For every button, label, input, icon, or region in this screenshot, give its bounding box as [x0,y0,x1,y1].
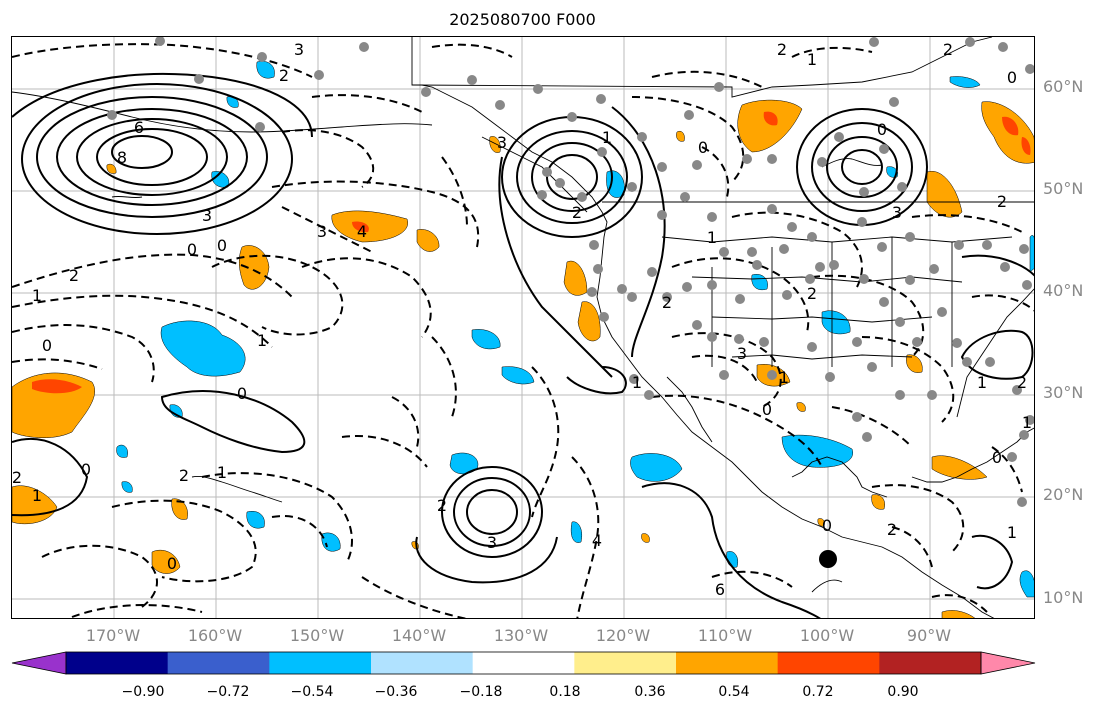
contour-label: 0 [762,400,772,419]
contour-label: 0 [187,240,197,259]
colorbar-extend-min [11,651,67,675]
colorbar-tick: −0.18 [459,684,503,700]
contour-label: 0 [822,516,832,535]
lon-label-120w: 120°W [595,626,651,645]
colorbar-tick: 0.90 [887,684,919,700]
colorbar-tick: −0.90 [121,684,165,700]
lon-label-150w: 150°W [289,626,345,645]
strong-positive-shading [32,111,1031,394]
contour-label: 3 [317,222,327,241]
negative-shading [116,61,1034,598]
contour-label: 3 [737,344,747,363]
contour-label: 0 [1007,68,1017,87]
coastlines-and-borders [12,37,1034,618]
colorbar-tick: −0.36 [374,684,418,700]
contour-label: 0 [698,138,708,157]
contour-label: 0 [992,448,1002,467]
contour-label: 2 [1017,373,1027,392]
colorbar-segment [676,652,779,674]
station-markers [107,37,1034,507]
colorbar-segment [777,652,880,674]
highlighted-station-marker [819,550,837,568]
contour-label: 1 [217,463,227,482]
dashed-contours [12,43,1034,618]
colorbar-extend-max [980,651,1036,675]
contour-label: 1 [602,128,612,147]
contour-label: 2 [572,203,582,222]
contour-label: 4 [357,222,367,241]
contour-label: 1 [1007,523,1017,542]
lat-label-30n: 30°N [1043,383,1084,402]
colorbar-tick: 0.36 [634,684,666,700]
contour-label: 0 [42,336,52,355]
lat-label-10n: 10°N [1043,588,1084,607]
colorbar-segment [574,652,677,674]
contour-label: 2 [437,496,447,515]
colorbar-tick: 0.18 [549,684,581,700]
contour-label: 0 [167,554,177,573]
contour-label: 0 [877,120,887,139]
contour-label: 6 [715,580,725,599]
colorbar-segment [66,652,169,674]
contour-label: 1 [632,373,642,392]
contour-label: 2 [887,520,897,539]
contour-label: 0 [81,460,91,479]
positive-shading [12,99,1034,618]
contour-label: 1 [807,50,817,69]
contour-label: 1 [1022,413,1032,432]
contour-label: 2 [12,468,22,487]
contour-label: 2 [69,266,79,285]
lat-label-20n: 20°N [1043,485,1084,504]
colorbar-tick: −0.54 [290,684,334,700]
colorbar-tick: 0.54 [718,684,750,700]
lon-label-100w: 100°W [799,626,855,645]
contour-label: 6 [134,118,144,137]
contour-label: 8 [117,148,127,167]
contour-label: 1 [32,286,42,305]
contour-label: 2 [662,293,672,312]
contour-label: 1 [977,373,987,392]
contour-label: 2 [179,466,189,485]
contour-label: 0 [217,236,227,255]
contour-label: 4 [592,531,602,550]
lat-label-40n: 40°N [1043,281,1084,300]
contour-label: 1 [779,368,789,387]
contour-label: 3 [497,133,507,152]
lon-label-140w: 140°W [391,626,447,645]
lat-label-60n: 60°N [1043,77,1084,96]
contour-label: 2 [997,192,1007,211]
contour-label: 1 [32,486,42,505]
map-title: 2025080700 F000 [449,10,596,29]
contour-label: 2 [777,40,787,59]
lon-label-90w: 90°W [906,626,952,645]
lat-label-50n: 50°N [1043,179,1084,198]
contour-label: 2 [279,66,289,85]
contour-label: 3 [487,533,497,552]
contour-label: 0 [237,384,247,403]
contour-label: 3 [202,206,212,225]
colorbar-segment [472,652,575,674]
contour-label: 2 [807,284,817,303]
colorbar-segment [167,652,270,674]
colorbar-segment [269,652,372,674]
lon-label-170w: 170°W [85,626,141,645]
colorbar-segments [11,651,1036,675]
colorbar-tick: −0.72 [206,684,250,700]
contour-label: 3 [294,40,304,59]
colorbar [11,651,1036,675]
contour-label: 1 [707,228,717,247]
lon-label-130w: 130°W [493,626,549,645]
colorbar-tick: 0.72 [802,684,834,700]
contour-label: 1 [257,331,267,350]
contour-label: 2 [943,40,953,59]
contour-label: 3 [892,203,902,222]
solid-contours [12,72,1034,618]
colorbar-segment [371,652,474,674]
colorbar-segment [879,652,982,674]
lon-label-160w: 160°W [187,626,243,645]
lon-label-110w: 110°W [697,626,753,645]
